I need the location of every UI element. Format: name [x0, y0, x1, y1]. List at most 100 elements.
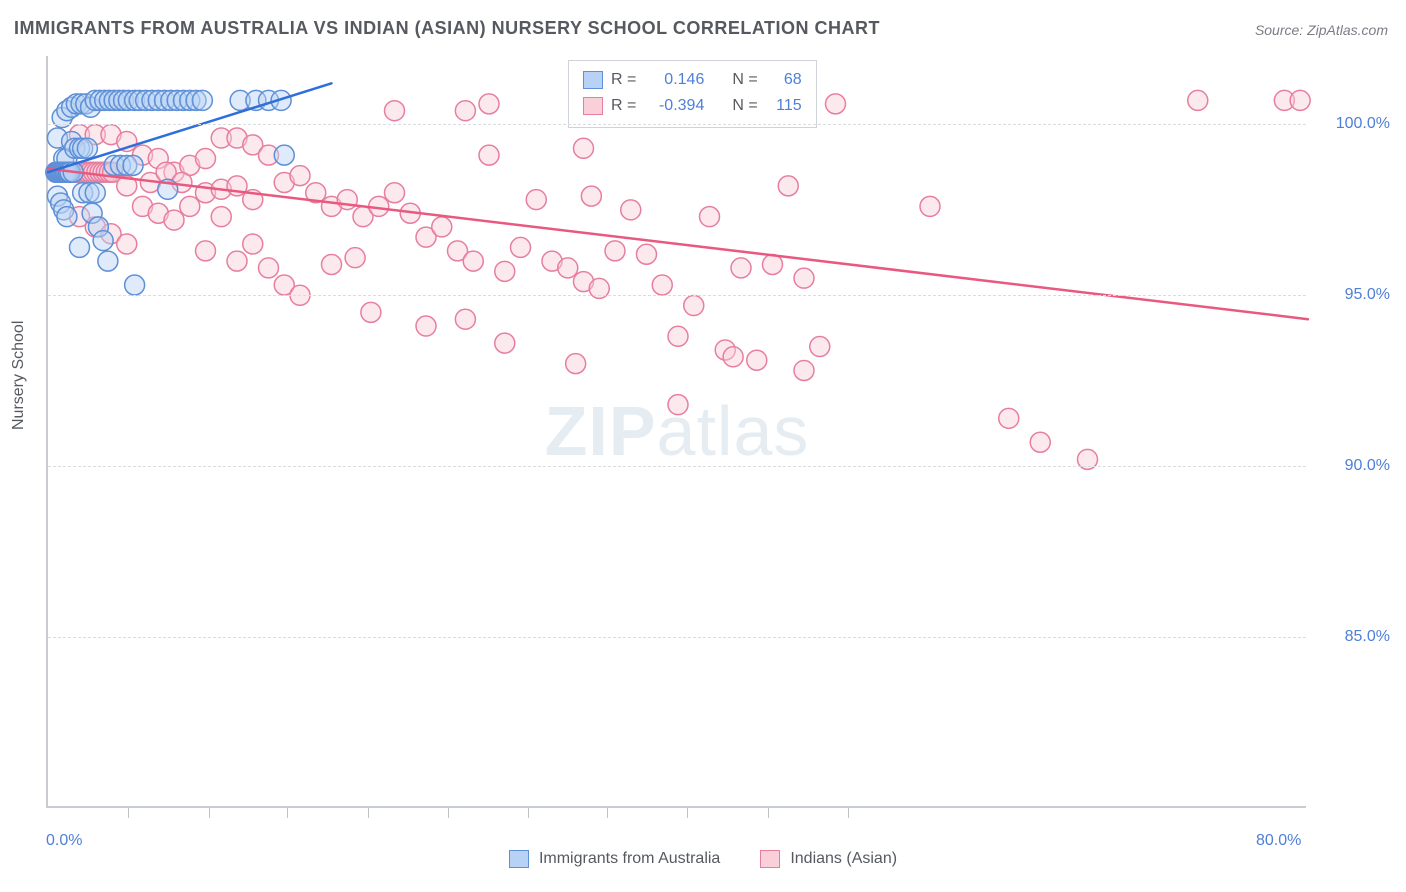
legend-item-a: Immigrants from Australia	[509, 850, 720, 868]
data-point	[1290, 90, 1310, 110]
data-point	[574, 138, 594, 158]
y-tick-label: 85.0%	[1345, 628, 1390, 646]
gridline-h	[48, 466, 1306, 467]
r-label-b: R =	[611, 93, 636, 119]
data-point	[621, 200, 641, 220]
gridline-h	[48, 295, 1306, 296]
data-point	[1188, 90, 1208, 110]
data-point	[1030, 432, 1050, 452]
y-tick-label: 100.0%	[1336, 115, 1390, 133]
data-point	[70, 237, 90, 257]
data-point	[77, 138, 97, 158]
x-tick-mark	[687, 808, 688, 818]
data-point	[98, 251, 118, 271]
data-point	[123, 155, 143, 175]
data-point	[495, 261, 515, 281]
r-value-b: -0.394	[644, 93, 704, 119]
data-point	[274, 145, 294, 165]
data-point	[810, 337, 830, 357]
data-point	[920, 196, 940, 216]
data-point	[558, 258, 578, 278]
data-point	[322, 255, 342, 275]
data-point	[125, 275, 145, 295]
n-value-a: 68	[766, 67, 802, 93]
x-tick-label: 0.0%	[46, 832, 82, 850]
data-point	[526, 190, 546, 210]
legend-item-b: Indians (Asian)	[760, 850, 897, 868]
data-point	[605, 241, 625, 261]
data-point	[479, 145, 499, 165]
legend-label-a: Immigrants from Australia	[539, 850, 720, 868]
swatch-b-icon	[760, 850, 780, 868]
data-point	[778, 176, 798, 196]
data-point	[416, 316, 436, 336]
x-tick-mark	[287, 808, 288, 818]
data-point	[463, 251, 483, 271]
swatch-a-icon	[509, 850, 529, 868]
chart-title: IMMIGRANTS FROM AUSTRALIA VS INDIAN (ASI…	[14, 18, 880, 39]
n-value-b: 115	[766, 93, 802, 119]
data-point	[117, 234, 137, 254]
data-point	[361, 302, 381, 322]
data-point	[227, 251, 247, 271]
data-point	[794, 268, 814, 288]
stats-legend: R = 0.146 N = 68 R = -0.394 N = 115	[568, 60, 817, 128]
x-tick-mark	[768, 808, 769, 818]
data-point	[566, 354, 586, 374]
scatter-plot: ZIPatlas R = 0.146 N = 68 R = -0.394 N =…	[46, 56, 1306, 808]
data-point	[747, 350, 767, 370]
x-tick-mark	[528, 808, 529, 818]
legend-row-a: R = 0.146 N = 68	[583, 67, 802, 93]
x-tick-mark	[368, 808, 369, 818]
y-axis-label: Nursery School	[10, 321, 28, 430]
data-point	[164, 210, 184, 230]
data-point	[196, 149, 216, 169]
trend-line	[48, 169, 1308, 319]
data-point	[192, 90, 212, 110]
y-tick-label: 90.0%	[1345, 457, 1390, 475]
data-point	[684, 296, 704, 316]
source-label: Source: ZipAtlas.com	[1255, 22, 1388, 38]
swatch-b	[583, 97, 603, 115]
x-tick-mark	[128, 808, 129, 818]
data-point	[385, 183, 405, 203]
data-point	[652, 275, 672, 295]
data-point	[180, 196, 200, 216]
data-point	[637, 244, 657, 264]
data-point	[196, 241, 216, 261]
data-point	[668, 326, 688, 346]
x-tick-mark	[607, 808, 608, 818]
data-point	[432, 217, 452, 237]
x-tick-label: 80.0%	[1256, 832, 1301, 850]
r-value-a: 0.146	[644, 67, 704, 93]
swatch-a	[583, 71, 603, 89]
bottom-legend: Immigrants from Australia Indians (Asian…	[0, 850, 1406, 868]
data-point	[999, 408, 1019, 428]
r-label-a: R =	[611, 67, 636, 93]
data-point	[479, 94, 499, 114]
plot-svg	[48, 56, 1308, 808]
n-label-b: N =	[732, 93, 757, 119]
data-point	[455, 309, 475, 329]
data-point	[826, 94, 846, 114]
x-tick-mark	[448, 808, 449, 818]
x-tick-mark	[848, 808, 849, 818]
data-point	[385, 101, 405, 121]
data-point	[763, 255, 783, 275]
data-point	[731, 258, 751, 278]
data-point	[455, 101, 475, 121]
data-point	[211, 207, 231, 227]
data-point	[581, 186, 601, 206]
x-tick-mark	[209, 808, 210, 818]
data-point	[85, 183, 105, 203]
n-label-a: N =	[732, 67, 757, 93]
gridline-h	[48, 124, 1306, 125]
data-point	[243, 234, 263, 254]
data-point	[345, 248, 365, 268]
data-point	[259, 258, 279, 278]
data-point	[668, 395, 688, 415]
data-point	[511, 237, 531, 257]
legend-label-b: Indians (Asian)	[790, 850, 897, 868]
data-point	[700, 207, 720, 227]
data-point	[495, 333, 515, 353]
